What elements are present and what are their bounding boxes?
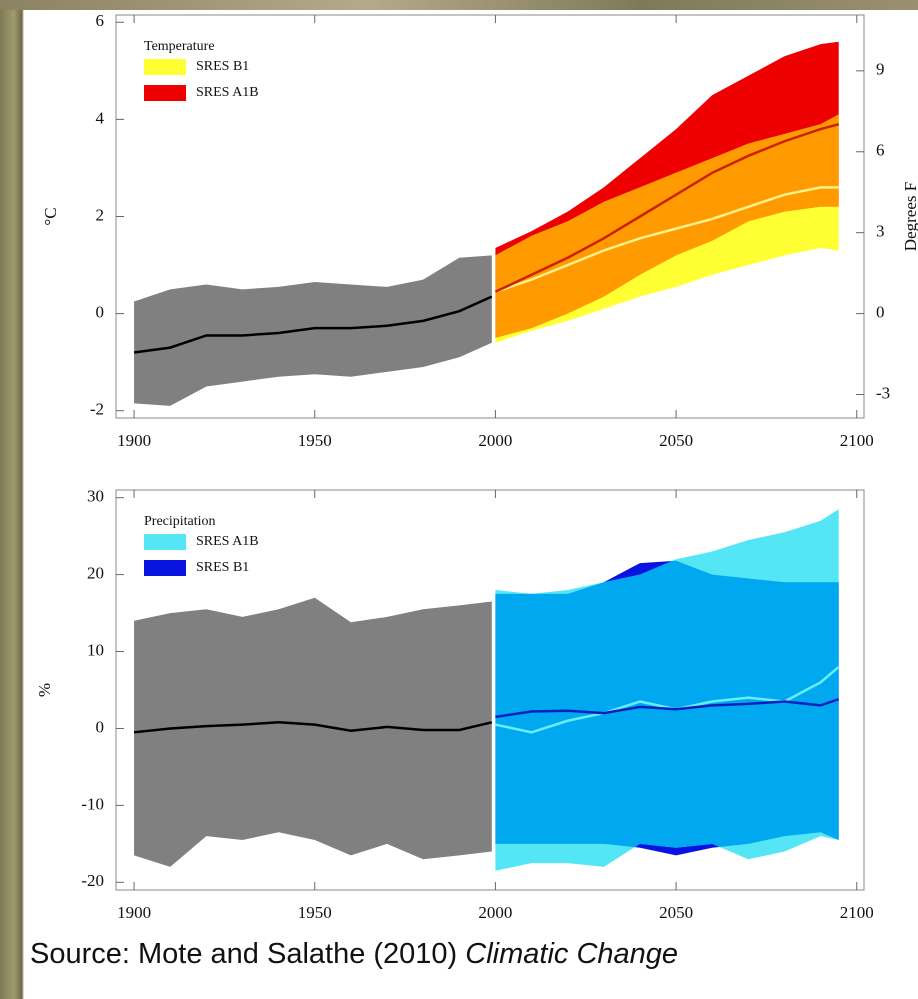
y-tick-label: -10: [81, 794, 104, 813]
y-tick-label: 6: [96, 11, 105, 30]
x-tick-label: 1900: [117, 903, 151, 922]
source: Source: Mote and Salathe (2010) Climatic…: [30, 938, 678, 971]
y2-tick-label: -3: [876, 383, 890, 402]
y2-tick-label: 9: [876, 60, 885, 79]
x-tick-label: 2050: [659, 431, 693, 450]
y-tick-label: 20: [87, 564, 104, 583]
y2-tick-label: 3: [876, 222, 885, 241]
legend-swatch: [144, 534, 186, 550]
legend-swatch: [144, 59, 186, 75]
mean-line: [495, 698, 840, 719]
source-text: Source: Mote and Salathe (2010): [30, 938, 466, 970]
legend-title: Temperature: [144, 39, 215, 54]
y-tick-label: 2: [96, 205, 105, 224]
band: [134, 597, 492, 867]
mean-line: [133, 295, 493, 354]
mean-line: [133, 721, 493, 734]
legend-swatch: [144, 560, 186, 576]
legend-title: Precipitation: [144, 514, 216, 529]
y-tick-label: -20: [81, 871, 104, 890]
x-tick-label: 2000: [478, 903, 512, 922]
source-journal: Climatic Change: [465, 938, 679, 970]
legend-label: SRES B1: [196, 560, 249, 575]
legend-label: SRES A1B: [196, 85, 259, 100]
plot-frame: [115, 489, 865, 891]
y2-tick-label: 6: [876, 141, 885, 160]
y-tick-label: 0: [96, 717, 105, 736]
y-axis-label: °C: [41, 207, 60, 225]
y2-axis-label: Degrees F: [901, 182, 918, 251]
band: [134, 255, 492, 406]
x-tick-label: 2000: [478, 431, 512, 450]
legend-label: SRES B1: [196, 59, 249, 74]
x-tick-label: 2100: [840, 903, 874, 922]
y-tick-label: 10: [87, 640, 104, 659]
legend-label: SRES A1B: [196, 534, 259, 549]
legend-swatch: [144, 85, 186, 101]
y-axis-label: %: [35, 683, 54, 697]
mean-line: [495, 186, 839, 293]
x-tick-label: 1950: [298, 431, 332, 450]
y-tick-label: -2: [90, 400, 104, 419]
y2-tick-label: 0: [876, 303, 885, 322]
y-tick-label: 30: [87, 487, 104, 506]
y-tick-label: 4: [96, 108, 105, 127]
x-tick-label: 1900: [117, 431, 151, 450]
x-tick-label: 2100: [840, 431, 874, 450]
y-tick-label: 0: [96, 303, 105, 322]
mean-line: [494, 123, 840, 293]
background-strip: [0, 0, 918, 10]
x-tick-label: 1950: [298, 903, 332, 922]
x-tick-label: 2050: [659, 903, 693, 922]
